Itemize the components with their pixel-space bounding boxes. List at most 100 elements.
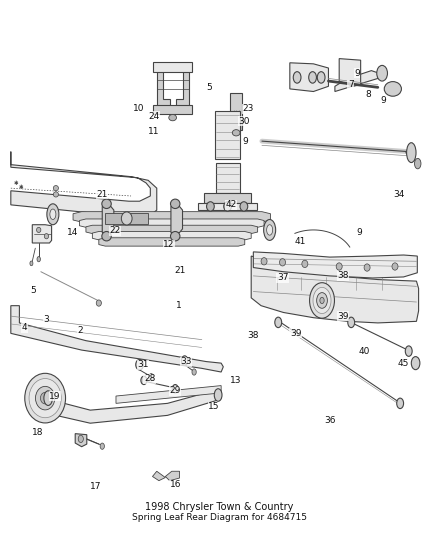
Ellipse shape (35, 386, 55, 410)
Text: 40: 40 (358, 346, 370, 356)
Polygon shape (339, 59, 360, 86)
Polygon shape (45, 387, 219, 423)
Text: 42: 42 (226, 200, 237, 209)
Text: 9: 9 (354, 69, 360, 78)
Ellipse shape (170, 231, 180, 241)
Text: Spring Leaf Rear Diagram for 4684715: Spring Leaf Rear Diagram for 4684715 (131, 513, 307, 522)
Text: 33: 33 (180, 357, 192, 366)
Text: 16: 16 (170, 480, 181, 489)
Polygon shape (75, 434, 87, 447)
Text: ✱: ✱ (14, 181, 19, 187)
Text: 29: 29 (170, 386, 181, 395)
Text: 36: 36 (324, 416, 336, 425)
Polygon shape (102, 206, 114, 232)
Polygon shape (79, 219, 264, 228)
Polygon shape (157, 71, 170, 106)
Ellipse shape (44, 391, 53, 406)
Ellipse shape (121, 212, 132, 225)
Text: 39: 39 (290, 329, 301, 338)
Ellipse shape (47, 204, 59, 225)
Ellipse shape (348, 317, 355, 328)
Ellipse shape (37, 256, 40, 262)
Text: 9: 9 (380, 96, 386, 105)
Ellipse shape (406, 143, 416, 163)
Polygon shape (73, 212, 271, 222)
Text: 5: 5 (206, 83, 212, 92)
Ellipse shape (136, 359, 144, 370)
Text: 12: 12 (163, 240, 175, 249)
Ellipse shape (261, 257, 267, 265)
Ellipse shape (102, 231, 111, 241)
Ellipse shape (192, 369, 196, 375)
Text: 14: 14 (67, 228, 78, 237)
Polygon shape (198, 203, 257, 210)
Text: 39: 39 (337, 312, 349, 321)
Polygon shape (251, 256, 419, 323)
Text: 45: 45 (397, 359, 409, 368)
Text: 28: 28 (144, 374, 155, 383)
Polygon shape (215, 111, 240, 159)
Ellipse shape (392, 263, 398, 270)
Text: 2: 2 (78, 326, 83, 335)
Bar (153, 105, 192, 115)
Ellipse shape (336, 263, 342, 270)
Bar (230, 93, 242, 127)
Ellipse shape (207, 201, 214, 211)
Polygon shape (99, 238, 245, 246)
Text: 21: 21 (97, 190, 108, 199)
Ellipse shape (36, 228, 41, 232)
Polygon shape (290, 63, 328, 92)
Ellipse shape (313, 287, 331, 313)
Ellipse shape (44, 233, 49, 239)
Text: 38: 38 (337, 271, 349, 280)
Ellipse shape (405, 346, 412, 357)
Ellipse shape (170, 199, 180, 208)
Text: 31: 31 (138, 360, 149, 369)
Ellipse shape (397, 398, 403, 409)
Ellipse shape (224, 201, 231, 211)
Ellipse shape (40, 392, 50, 404)
Ellipse shape (411, 357, 420, 370)
Ellipse shape (141, 376, 147, 384)
Polygon shape (204, 193, 251, 203)
Text: 1: 1 (176, 301, 182, 310)
Text: ✱: ✱ (18, 184, 23, 190)
Text: 3: 3 (43, 316, 49, 324)
Text: 9: 9 (357, 228, 362, 237)
Text: 37: 37 (277, 273, 289, 282)
Text: 5: 5 (30, 286, 36, 295)
Ellipse shape (214, 389, 222, 401)
Text: 4: 4 (21, 323, 27, 332)
Polygon shape (171, 206, 183, 232)
Bar (105, 213, 148, 224)
Polygon shape (215, 163, 240, 193)
Ellipse shape (317, 71, 325, 83)
Text: 15: 15 (208, 402, 220, 411)
Ellipse shape (25, 373, 66, 423)
Polygon shape (11, 151, 157, 217)
Ellipse shape (302, 260, 308, 268)
Ellipse shape (102, 199, 111, 208)
Text: 41: 41 (294, 237, 305, 246)
Text: 38: 38 (247, 331, 258, 340)
Polygon shape (11, 306, 223, 372)
Ellipse shape (232, 130, 240, 136)
Ellipse shape (172, 384, 178, 393)
Polygon shape (152, 471, 166, 481)
Ellipse shape (181, 356, 188, 365)
Ellipse shape (29, 378, 61, 418)
Ellipse shape (320, 297, 324, 304)
Ellipse shape (148, 374, 154, 381)
Polygon shape (32, 225, 52, 243)
Ellipse shape (240, 201, 248, 211)
Text: 11: 11 (148, 127, 160, 136)
Text: 34: 34 (393, 190, 404, 199)
Ellipse shape (53, 185, 58, 191)
Text: 19: 19 (49, 392, 61, 400)
Ellipse shape (364, 264, 370, 271)
Text: 22: 22 (110, 227, 121, 236)
Ellipse shape (169, 115, 177, 121)
Polygon shape (253, 252, 417, 278)
Text: 7: 7 (348, 80, 353, 89)
Ellipse shape (414, 158, 421, 169)
